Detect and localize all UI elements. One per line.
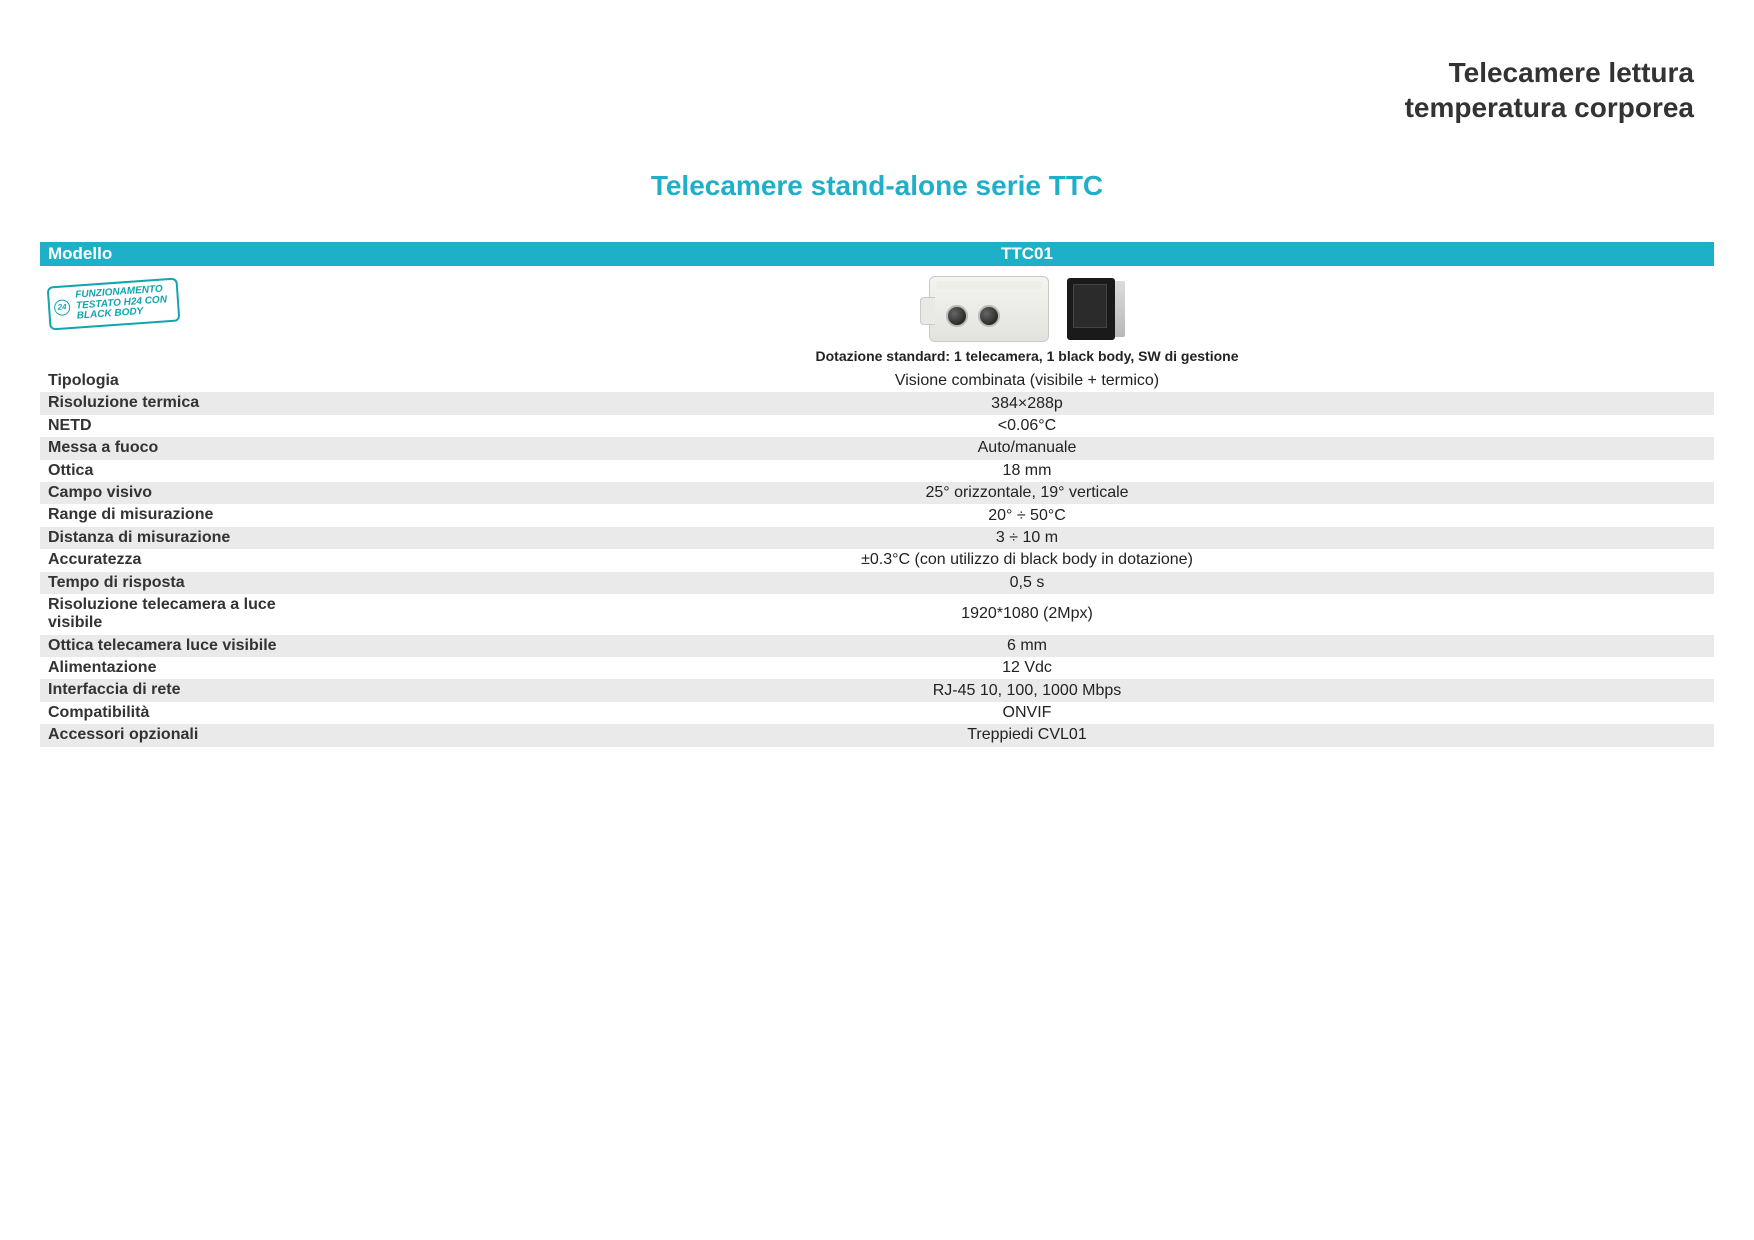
model-header-bar: Modello TTC01: [40, 242, 1714, 266]
stamp-badge-icon: 24: [54, 299, 71, 316]
table-row: Interfaccia di reteRJ-45 10, 100, 1000 M…: [40, 679, 1714, 701]
camera-icon: [929, 276, 1049, 342]
spec-label: NETD: [40, 415, 340, 437]
table-row: Distanza di misurazione3 ÷ 10 m: [40, 527, 1714, 549]
table-row: Range di misurazione20° ÷ 50°C: [40, 504, 1714, 526]
model-value: TTC01: [340, 244, 1714, 264]
spec-label: Distanza di misurazione: [40, 527, 340, 549]
content-area: Modello TTC01 24 FUNZIONAMENTO TESTATO H…: [40, 242, 1714, 747]
spec-value: Auto/manuale: [340, 437, 1714, 459]
table-row: Campo visivo25° orizzontale, 19° vertica…: [40, 482, 1714, 504]
spec-value: 3 ÷ 10 m: [340, 527, 1714, 549]
spec-label: Accessori opzionali: [40, 724, 340, 746]
spec-value: <0.06°C: [340, 415, 1714, 437]
spec-value: RJ-45 10, 100, 1000 Mbps: [340, 679, 1714, 701]
spec-value: 6 mm: [340, 635, 1714, 657]
spec-value: 384×288p: [340, 392, 1714, 414]
spec-value: 18 mm: [340, 460, 1714, 482]
spec-table: TipologiaVisione combinata (visibile + t…: [40, 370, 1714, 747]
spec-value: 20° ÷ 50°C: [340, 504, 1714, 526]
table-row: CompatibilitàONVIF: [40, 702, 1714, 724]
table-row: Messa a fuocoAuto/manuale: [40, 437, 1714, 459]
spec-label: Alimentazione: [40, 657, 340, 679]
product-images: [929, 276, 1125, 342]
spec-value: 12 Vdc: [340, 657, 1714, 679]
section-subtitle: Telecamere stand-alone serie TTC: [0, 170, 1754, 202]
blackbody-icon: [1067, 278, 1125, 340]
spec-value: Visione combinata (visibile + termico): [340, 370, 1714, 392]
spec-value: 1920*1080 (2Mpx): [340, 594, 1714, 635]
spec-label: Ottica telecamera luce visibile: [40, 635, 340, 657]
table-row: Risoluzione telecamera a luce visibile19…: [40, 594, 1714, 635]
spec-label: Risoluzione telecamera a luce visibile: [40, 594, 340, 635]
table-row: Accessori opzionaliTreppiedi CVL01: [40, 724, 1714, 746]
spec-label: Tempo di risposta: [40, 572, 340, 594]
model-label: Modello: [40, 244, 340, 264]
table-row: Risoluzione termica384×288p: [40, 392, 1714, 414]
spec-label: Interfaccia di rete: [40, 679, 340, 701]
table-row: Tempo di risposta0,5 s: [40, 572, 1714, 594]
spec-label: Messa a fuoco: [40, 437, 340, 459]
spec-label: Campo visivo: [40, 482, 340, 504]
spec-label: Risoluzione termica: [40, 392, 340, 414]
table-row: Ottica telecamera luce visibile6 mm: [40, 635, 1714, 657]
spec-label: Accuratezza: [40, 549, 340, 571]
product-image-row: 24 FUNZIONAMENTO TESTATO H24 CON BLACK B…: [40, 266, 1714, 370]
certification-stamp: 24 FUNZIONAMENTO TESTATO H24 CON BLACK B…: [47, 277, 181, 330]
spec-label: Ottica: [40, 460, 340, 482]
spec-value: ONVIF: [340, 702, 1714, 724]
product-image-cell: Dotazione standard: 1 telecamera, 1 blac…: [340, 276, 1714, 364]
spec-value: ±0.3°C (con utilizzo di black body in do…: [340, 549, 1714, 571]
header-line2: temperatura corporea: [1405, 90, 1694, 125]
header-line1: Telecamere lettura: [1405, 55, 1694, 90]
image-caption: Dotazione standard: 1 telecamera, 1 blac…: [340, 348, 1714, 364]
table-row: Ottica18 mm: [40, 460, 1714, 482]
table-row: TipologiaVisione combinata (visibile + t…: [40, 370, 1714, 392]
spec-label: Tipologia: [40, 370, 340, 392]
table-row: Alimentazione12 Vdc: [40, 657, 1714, 679]
table-row: Accuratezza±0.3°C (con utilizzo di black…: [40, 549, 1714, 571]
spec-value: 0,5 s: [340, 572, 1714, 594]
page-header: Telecamere lettura temperatura corporea: [1405, 55, 1694, 125]
spec-label: Range di misurazione: [40, 504, 340, 526]
spec-value: Treppiedi CVL01: [340, 724, 1714, 746]
stamp-container: 24 FUNZIONAMENTO TESTATO H24 CON BLACK B…: [40, 276, 340, 326]
spec-label: Compatibilità: [40, 702, 340, 724]
spec-value: 25° orizzontale, 19° verticale: [340, 482, 1714, 504]
table-row: NETD<0.06°C: [40, 415, 1714, 437]
